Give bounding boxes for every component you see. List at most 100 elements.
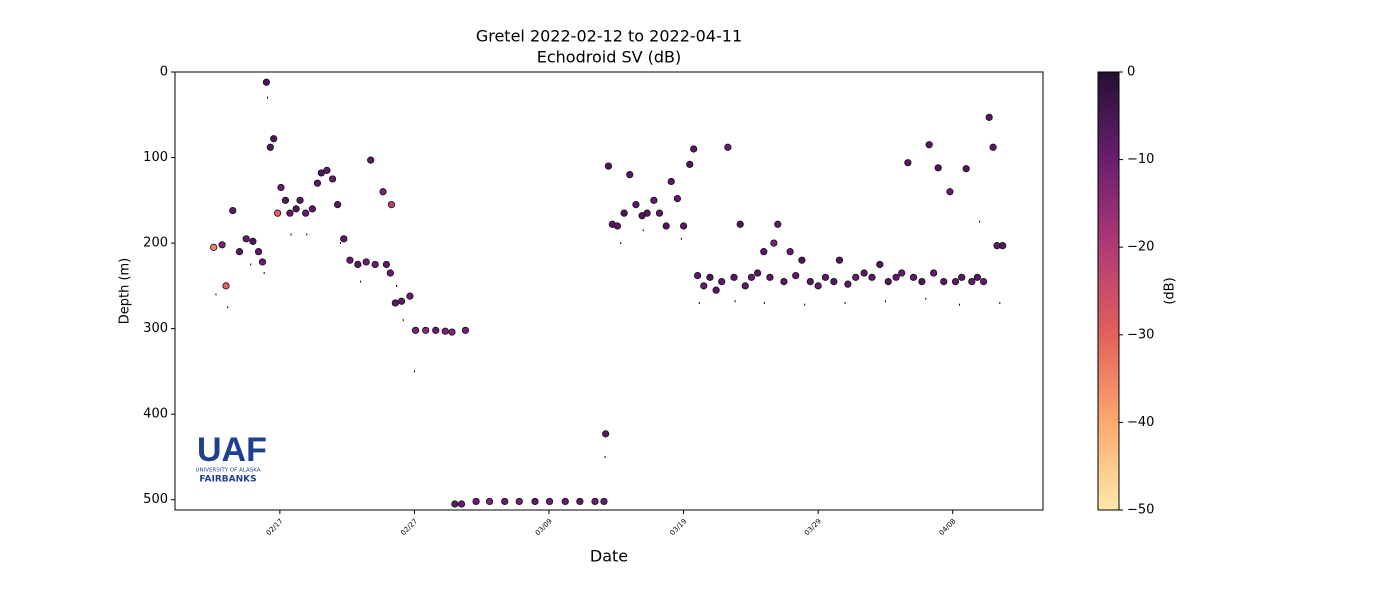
echo-point [632, 200, 640, 209]
y-tick-label: 300 [143, 321, 168, 336]
depth-dot [250, 263, 252, 266]
echo-point [667, 177, 675, 186]
depth-dot [734, 300, 736, 303]
echo-point [958, 273, 966, 281]
x-tick-label: 03/19 [668, 517, 688, 537]
echo-point [884, 277, 892, 286]
echo-point [235, 248, 244, 256]
echo-point [930, 269, 938, 277]
colorbar-tick-label: −50 [1127, 503, 1154, 518]
echo-point [422, 326, 430, 334]
echo-point [940, 277, 948, 286]
depth-dot [763, 301, 765, 304]
depth-dot [267, 96, 269, 99]
y-tick-label: 100 [143, 150, 168, 165]
echo-point [830, 277, 838, 286]
depth-dot [263, 272, 265, 275]
colorbar-tick-label: −20 [1127, 240, 1154, 255]
echo-point [270, 135, 278, 143]
echo-point [736, 220, 744, 228]
echo-point [718, 277, 726, 286]
colorbar [1097, 71, 1120, 511]
echo-point [821, 273, 830, 281]
echo-point [712, 286, 720, 294]
depth-dot [402, 319, 404, 322]
echo-point [643, 209, 651, 217]
echo-point [591, 497, 599, 506]
echo-point [934, 164, 942, 172]
echo-point [328, 175, 337, 183]
echo-point [397, 297, 406, 305]
echo-point [210, 243, 218, 251]
echo-point [531, 497, 539, 506]
echo-point [844, 280, 852, 288]
echo-point [367, 156, 375, 164]
echo-point [308, 205, 316, 213]
depth-dot [290, 233, 292, 236]
echo-point [780, 277, 788, 286]
depth-dot [604, 455, 606, 458]
echo-point [362, 258, 370, 266]
echo-point [461, 326, 470, 334]
depth-dot [360, 280, 362, 283]
echo-point [979, 277, 988, 286]
x-tick-label: 02/17 [265, 517, 285, 537]
echo-point [323, 166, 331, 174]
echo-point [876, 260, 884, 269]
echo-point [760, 248, 768, 256]
echo-point [242, 235, 250, 243]
colorbar-tick-label: 0 [1127, 65, 1135, 80]
echo-point [334, 200, 342, 209]
echo-point [387, 200, 396, 209]
echo-point [774, 220, 782, 228]
echo-point [406, 292, 414, 300]
y-tick-label: 0 [160, 65, 168, 80]
echo-point [904, 159, 912, 167]
echo-point [600, 497, 608, 506]
echo-point [472, 497, 480, 506]
depth-dot [698, 301, 700, 304]
echo-point [346, 256, 354, 264]
echo-point [968, 277, 976, 286]
depth-dot [215, 293, 217, 296]
echo-point [258, 258, 267, 266]
echo-point [501, 497, 509, 506]
echo-point [706, 273, 714, 281]
echo-point [852, 273, 860, 281]
echo-point [266, 143, 274, 151]
depth-dot [925, 297, 927, 300]
logo-mark: UAF [197, 431, 267, 469]
depth-dot [884, 300, 886, 303]
x-tick-label: 02/27 [399, 517, 419, 537]
echo-point [626, 171, 634, 179]
echo-point [277, 183, 285, 192]
echo-point [340, 235, 348, 243]
echo-point [382, 260, 390, 269]
echo-point [515, 497, 523, 506]
echo-point [989, 143, 997, 151]
echo-point [613, 222, 622, 230]
echo-point [274, 209, 282, 217]
echo-point [411, 326, 420, 334]
echo-point [673, 195, 682, 203]
y-tick-label: 200 [143, 236, 168, 251]
echo-point [898, 269, 906, 277]
colorbar-tick-label: −40 [1127, 415, 1154, 430]
echo-point [545, 497, 554, 506]
echo-point [286, 209, 294, 217]
x-tick-label: 03/29 [803, 517, 823, 537]
plot-frame [174, 71, 1044, 511]
y-tick-label: 400 [143, 407, 168, 422]
y-tick-label: 500 [143, 492, 168, 507]
echo-point [249, 237, 257, 245]
depth-dot [958, 303, 960, 306]
depth-dot [844, 301, 846, 304]
x-tick-label: 04/08 [938, 517, 958, 537]
depth-dot [227, 306, 229, 309]
echo-point [354, 260, 362, 269]
depth-dot [999, 301, 1001, 304]
echo-point [448, 328, 456, 336]
echo-point [690, 145, 698, 153]
echo-point [806, 277, 814, 286]
echo-point [786, 248, 794, 256]
